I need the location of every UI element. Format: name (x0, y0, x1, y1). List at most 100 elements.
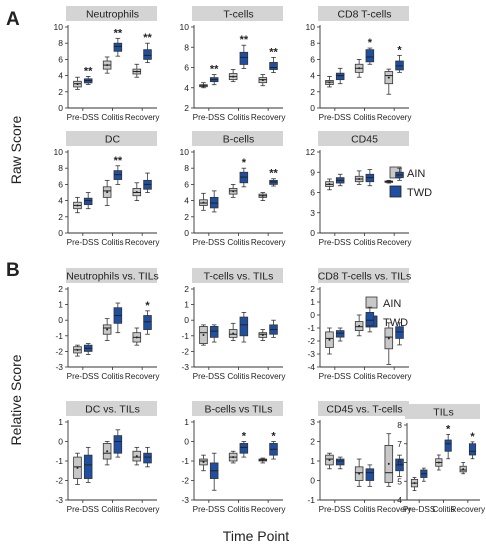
box (365, 311, 375, 326)
y-tick-label: -3 (181, 495, 189, 505)
box-mean-point (76, 83, 79, 86)
x-tick-label: Recovery (125, 113, 160, 122)
significance-marker: ** (210, 64, 219, 76)
panel-title-bar (318, 401, 409, 416)
y-tick-label: 3 (310, 417, 315, 427)
y-tick-label: 1 (58, 300, 63, 310)
y-tick-label: 10 (54, 147, 64, 157)
y-tick-label: 2 (310, 437, 315, 447)
box (468, 443, 477, 456)
box (143, 49, 152, 60)
y-tick-label: 6 (184, 179, 189, 189)
box-mean-point (232, 332, 235, 335)
x-tick-label: Colitis (101, 372, 123, 381)
y-tick-label: 4 (58, 71, 63, 81)
chart-panel: CD45 vs. T-cells -1 0 1 2 3 Pre-DSS Colitis Reco… (307, 401, 412, 514)
box-mean-point (232, 456, 235, 459)
box (83, 197, 93, 206)
y-tick-label: 4 (310, 71, 315, 81)
y-tick-label: 8 (184, 163, 189, 173)
box (365, 468, 375, 481)
y-tick-label: 9 (310, 167, 315, 177)
chart-panel: Neutrophils 0 2 4 6 8 10 Pre-DSS ** Colitis ** Reco… (54, 6, 160, 122)
panel-title: CD45 vs. T-cells (326, 404, 402, 416)
panel-title-bar (192, 268, 283, 283)
panel-title-bar (318, 268, 409, 283)
y-tick-label: -1 (307, 495, 315, 505)
y-tick-label: 2 (184, 284, 189, 294)
panel-title-bar (66, 131, 157, 146)
box (444, 439, 452, 452)
y-tick-label: 2 (58, 87, 63, 97)
box-mean-point (106, 450, 109, 453)
x-tick-label: Colitis (353, 372, 375, 381)
y-tick-label: -3 (307, 349, 315, 359)
box-mean-point (232, 75, 235, 78)
box-mean-point (202, 460, 205, 463)
y-tick-label: 2 (184, 103, 189, 113)
y-tick-label: 4 (184, 196, 189, 206)
box (269, 62, 278, 70)
box (113, 435, 123, 454)
box-mean-point (232, 190, 235, 193)
significance-marker: ** (114, 155, 123, 167)
box-mean-point (202, 84, 205, 87)
y-tick-label: 0 (310, 310, 315, 320)
x-tick-label: Recovery (251, 113, 286, 122)
significance-marker: * (368, 37, 373, 49)
y-tick-label: 2 (58, 284, 63, 294)
y-tick-label: 10 (180, 22, 190, 32)
x-tick-label: Recovery (125, 372, 160, 381)
x-tick-label: Pre-DSS (319, 505, 352, 514)
x-tick-label: Recovery (251, 372, 286, 381)
chart-panel: B-cells vs TILs -3 -2 -1 0 1 Pre-DSS Colitis * Re… (181, 401, 286, 514)
x-tick-label: Colitis (353, 113, 375, 122)
x-tick-label: Colitis (353, 238, 375, 247)
y-tick-label: 0 (58, 103, 63, 113)
y-tick-label: -3 (55, 495, 63, 505)
box-mean-point (387, 76, 390, 79)
y-tick-label: -3 (181, 362, 189, 372)
significance-marker: * (397, 44, 402, 56)
box (113, 42, 123, 52)
panel-title: B-cells vs TILs (204, 404, 272, 416)
significance-marker: ** (240, 34, 249, 46)
box-mean-point (135, 191, 138, 194)
significance-marker: * (470, 431, 475, 443)
panel-b-letter: B (6, 260, 20, 281)
panel-a-letter: A (6, 9, 20, 30)
box (83, 454, 93, 479)
box-mean-point (358, 178, 361, 180)
panel-title: TILs (433, 407, 453, 419)
box-mean-point (261, 334, 264, 337)
y-tick-label: 8 (310, 38, 315, 48)
panel-title-bar (66, 401, 157, 416)
x-tick-label: Recovery (377, 505, 412, 514)
y-tick-label: 6 (184, 63, 189, 73)
y-tick-label: 2 (58, 212, 63, 222)
panel-title: DC (105, 134, 121, 146)
y-tick-label: -3 (55, 362, 63, 372)
legend-label-ain: AIN (383, 298, 401, 310)
box-mean-point (328, 183, 331, 186)
y-tick-label: 10 (306, 22, 316, 32)
box-mean-point (76, 204, 79, 207)
panel-title-bar (192, 131, 283, 146)
y-tick-label: -2 (181, 476, 189, 486)
y-tick-label: 1 (184, 300, 189, 310)
panel-title: CD45 (351, 134, 378, 146)
x-tick-label: Recovery (377, 238, 412, 247)
y-tick-label: 5 (397, 476, 402, 486)
y-tick-label: 0 (58, 228, 63, 238)
significance-marker: * (271, 431, 276, 443)
y-axis-label-raw: Raw Score (8, 116, 24, 185)
box (335, 330, 345, 338)
chart-panel: DC 0 2 4 6 8 10 Pre-DSS Colitis ** Recovery (54, 131, 160, 247)
y-tick-label: 0 (58, 437, 63, 447)
box-mean-point (358, 472, 361, 475)
panel-title-bar (318, 6, 409, 21)
panel-title: CD8 T-cells vs. TILs (318, 271, 412, 283)
box-mean-point (135, 70, 138, 73)
